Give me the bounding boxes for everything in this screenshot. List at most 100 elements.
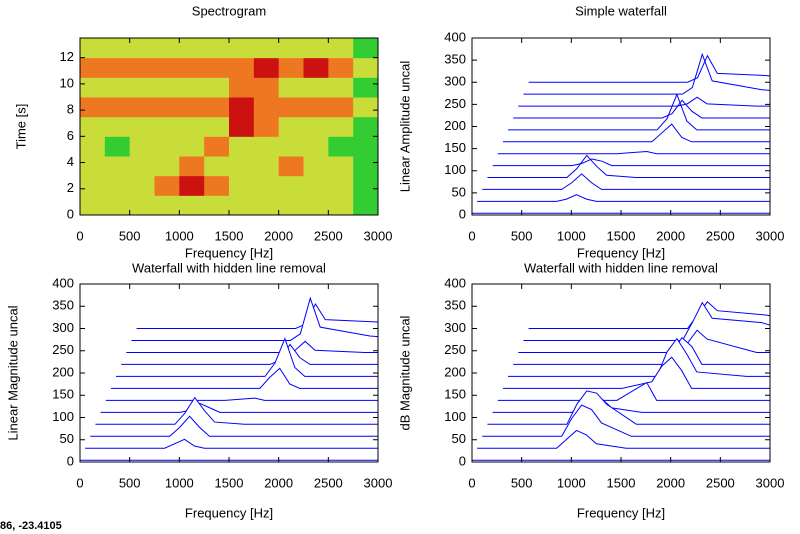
trace <box>90 415 378 437</box>
y-tick-label: 0 <box>459 453 466 468</box>
heat-cell <box>129 195 155 215</box>
x-tick-label: 1500 <box>215 475 244 490</box>
trace <box>502 123 770 143</box>
x-tick-label: 500 <box>511 228 533 243</box>
y-tick-label: 300 <box>52 320 74 335</box>
y-tick-label: 200 <box>444 364 466 379</box>
y-tick-label: 12 <box>60 49 74 64</box>
heat-cell <box>80 97 106 118</box>
x-tick-label: 2000 <box>656 475 685 490</box>
x-tick-label: 2000 <box>264 228 293 243</box>
x-tick-label: 3000 <box>364 228 393 243</box>
heat-cell <box>204 77 230 98</box>
trace <box>492 158 770 167</box>
y-tick-label: 0 <box>459 206 466 221</box>
y-axis-label: Time [s] <box>13 104 28 150</box>
x-tick-label: 0 <box>468 475 475 490</box>
heat-cell <box>154 97 180 118</box>
heat-cell <box>80 175 106 196</box>
x-tick-label: 500 <box>511 475 533 490</box>
heat-cell <box>204 175 230 196</box>
x-tick-label: 0 <box>468 228 475 243</box>
x-tick-label: 0 <box>76 228 83 243</box>
heat-cell <box>229 156 255 177</box>
y-tick-label: 8 <box>67 102 74 117</box>
trace <box>85 438 378 449</box>
heat-cell <box>353 195 378 215</box>
trace <box>513 99 770 119</box>
heat-cell <box>353 116 378 137</box>
panel: 0 500 1000 1500 2000 2500 3000 0 2 4 6 8 10 12 Spectro… <box>13 3 392 260</box>
heat-cell <box>353 57 378 78</box>
x-tick-label: 1000 <box>557 475 586 490</box>
x-axis-label: Frequency [Hz] <box>577 245 665 260</box>
heat-cell <box>328 195 354 215</box>
trace <box>523 301 770 341</box>
heat-cell <box>328 116 354 137</box>
trace <box>508 337 770 377</box>
heat-cell <box>80 77 106 98</box>
trace <box>131 296 378 341</box>
heat-cell <box>129 175 155 196</box>
heat-cell <box>253 136 280 157</box>
heat-cell <box>104 97 131 118</box>
heat-cell <box>179 156 205 177</box>
heat-cell <box>179 57 205 78</box>
status-text: 86, -23.4105 <box>0 520 62 532</box>
chart-title: Waterfall with hidden line removal <box>132 260 326 275</box>
plot-frame <box>471 37 771 216</box>
heat-cell <box>179 136 205 157</box>
trace <box>105 397 378 401</box>
heat-cell <box>278 136 304 157</box>
x-tick-label: 3000 <box>756 228 785 243</box>
heat-cell <box>328 38 354 59</box>
x-tick-label: 3000 <box>364 475 393 490</box>
heat-cell <box>104 156 131 177</box>
heat-cell <box>278 175 304 196</box>
heat-cell <box>104 57 131 78</box>
x-tick-label: 2500 <box>706 228 735 243</box>
heat-cell <box>303 195 329 215</box>
heat-cell <box>204 97 230 118</box>
y-tick-label: 250 <box>444 96 466 111</box>
y-tick-label: 4 <box>67 154 74 169</box>
y-tick-label: 2 <box>67 180 74 195</box>
trace <box>487 390 770 425</box>
trace <box>136 303 378 329</box>
heat-cell <box>253 175 280 196</box>
heat-cell <box>278 195 304 215</box>
heat-cell <box>80 195 106 215</box>
heat-cell <box>278 77 304 98</box>
heat-cell <box>154 175 180 196</box>
x-tick-label: 2500 <box>314 475 343 490</box>
heat-cell <box>229 175 255 196</box>
heat-cell <box>278 57 304 78</box>
heat-cell <box>80 116 106 137</box>
y-tick-label: 250 <box>444 342 466 357</box>
x-tick-label: 1500 <box>607 475 636 490</box>
y-tick-label: 50 <box>452 184 466 199</box>
trace <box>121 343 378 365</box>
trace <box>482 404 770 437</box>
x-tick-label: 500 <box>119 475 141 490</box>
plot-area <box>472 301 770 461</box>
y-tick-label: 200 <box>444 118 466 133</box>
y-tick-label: 0 <box>67 453 74 468</box>
trace <box>477 194 770 202</box>
heat-cell <box>303 136 329 157</box>
heat-cell <box>278 156 304 177</box>
y-tick-label: 6 <box>67 128 74 143</box>
heat-cell <box>80 136 106 157</box>
heat-cell <box>129 136 155 157</box>
heat-cell <box>104 77 131 98</box>
heat-cell <box>204 57 230 78</box>
heat-cell <box>129 77 155 98</box>
trace <box>492 393 770 413</box>
heat-cell <box>303 156 329 177</box>
heat-cell <box>179 195 205 215</box>
x-tick-label: 1000 <box>165 228 194 243</box>
heat-cell <box>80 156 106 177</box>
heat-cell <box>229 97 255 118</box>
heat-cell <box>129 97 155 118</box>
